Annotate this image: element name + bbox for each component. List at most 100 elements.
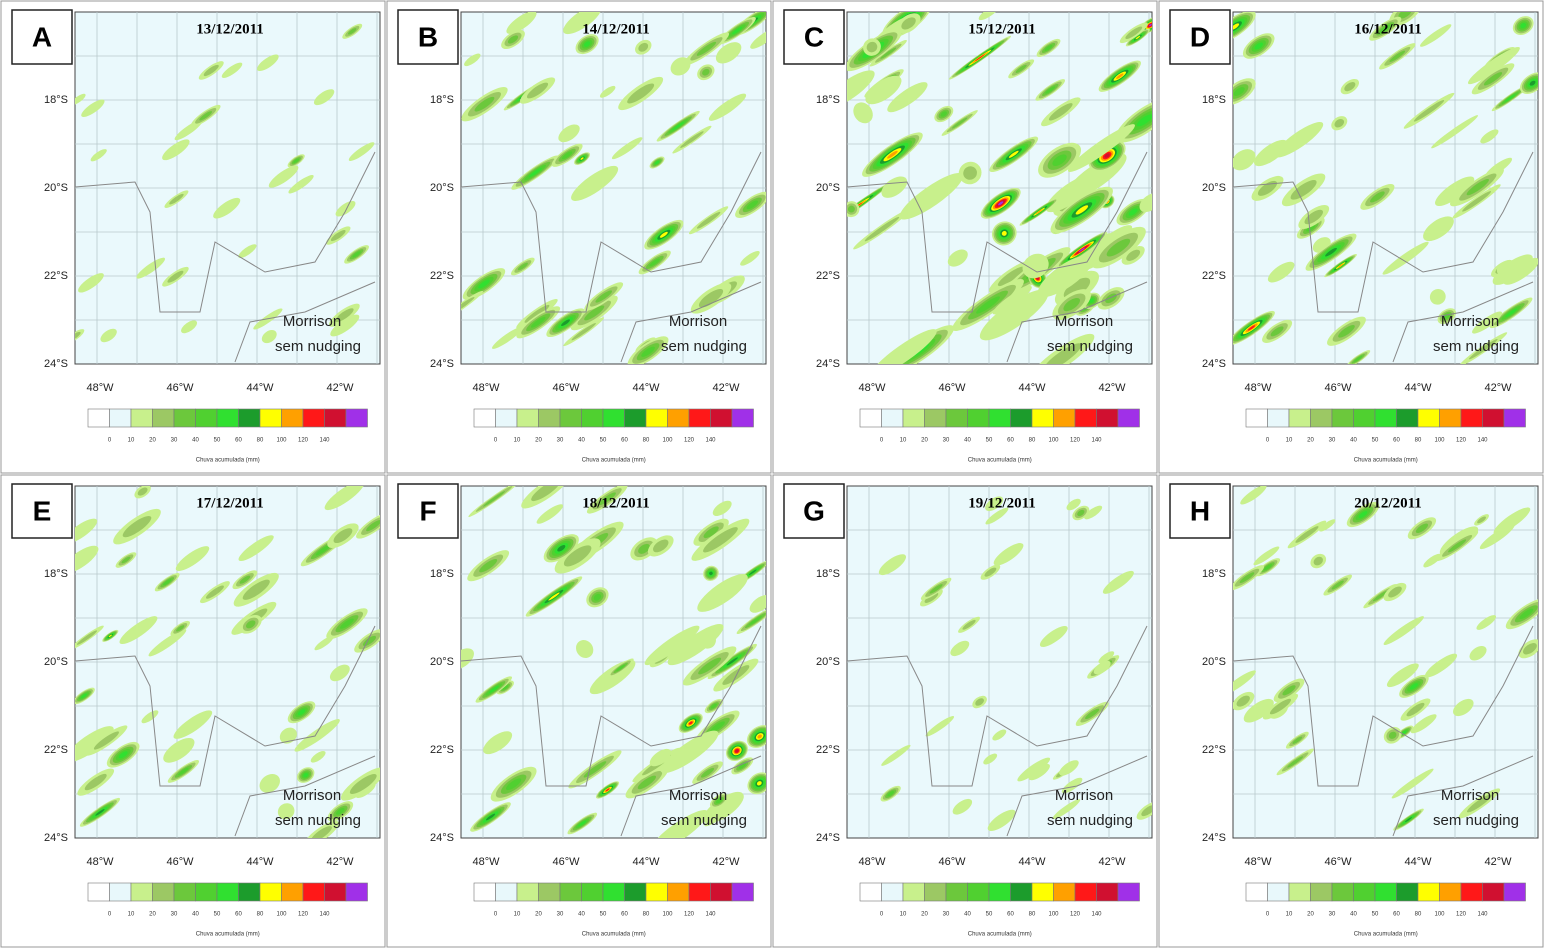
- colorbar-label: 140: [1091, 438, 1102, 444]
- latitude-label: 22°S: [1202, 270, 1226, 282]
- colorbar-swatch: [1483, 409, 1505, 427]
- colorbar-label: 10: [128, 912, 135, 918]
- colorbar-label: 100: [1434, 438, 1445, 444]
- colorbar-label: 20: [1307, 912, 1314, 918]
- colorbar-swatch: [346, 883, 368, 901]
- latitude-label: 22°S: [44, 270, 68, 282]
- colorbar-swatch: [603, 883, 625, 901]
- latitude-label: 20°S: [816, 656, 840, 668]
- colorbar-swatch: [989, 883, 1011, 901]
- colorbar-label: 60: [1393, 912, 1400, 918]
- latitude-label: 18°S: [816, 94, 840, 106]
- latitude-label: 24°S: [430, 832, 454, 844]
- colorbar-swatch: [282, 409, 304, 427]
- model-label: sem nudging: [1047, 812, 1133, 829]
- colorbar-label: 140: [319, 438, 330, 444]
- panel-letter: H: [1190, 495, 1210, 526]
- colorbar-label: 80: [1029, 438, 1036, 444]
- colorbar-swatch: [196, 409, 218, 427]
- colorbar-label: 40: [1350, 438, 1357, 444]
- colorbar-label: 40: [192, 912, 199, 918]
- latitude-label: 18°S: [1202, 568, 1226, 580]
- colorbar-swatch: [860, 883, 882, 901]
- colorbar-label: 40: [578, 912, 585, 918]
- colorbar-swatch: [689, 883, 711, 901]
- colorbar-swatch: [88, 409, 110, 427]
- colorbar-swatch: [1461, 883, 1483, 901]
- colorbar-swatch: [989, 409, 1011, 427]
- longitude-label: 46°W: [938, 382, 966, 394]
- panel: A13/12/201118°S20°S22°S24°S48°W46°W44°W4…: [1, 1, 385, 473]
- model-label: Morrison: [1055, 313, 1113, 330]
- panel-date: 19/12/2011: [968, 495, 1036, 511]
- colorbar-label: 30: [557, 438, 564, 444]
- latitude-label: 24°S: [816, 358, 840, 370]
- colorbar-title: Chuva acumulada (mm): [1354, 458, 1418, 464]
- panel-letter: E: [33, 495, 52, 526]
- longitude-label: 48°W: [86, 856, 114, 868]
- colorbar-swatch: [1246, 883, 1268, 901]
- colorbar-label: 140: [1477, 438, 1488, 444]
- colorbar-swatch: [239, 409, 261, 427]
- panel-letter: B: [418, 21, 438, 52]
- colorbar-title: Chuva acumulada (mm): [968, 458, 1032, 464]
- colorbar-label: 100: [1434, 912, 1445, 918]
- colorbar-label: 20: [149, 912, 156, 918]
- colorbar-label: 10: [514, 438, 521, 444]
- colorbar-swatch: [882, 883, 904, 901]
- colorbar-label: 50: [1372, 912, 1379, 918]
- colorbar-swatch: [131, 883, 153, 901]
- longitude-label: 48°W: [472, 856, 500, 868]
- latitude-label: 22°S: [430, 270, 454, 282]
- colorbar-swatch: [560, 883, 582, 901]
- colorbar-label: 30: [557, 912, 564, 918]
- colorbar-label: 40: [964, 912, 971, 918]
- colorbar-swatch: [1075, 883, 1097, 901]
- panel-letter: A: [32, 21, 52, 52]
- longitude-label: 44°W: [246, 856, 274, 868]
- colorbar-swatch: [539, 409, 561, 427]
- colorbar-swatch: [260, 409, 282, 427]
- longitude-label: 48°W: [1244, 856, 1272, 868]
- latitude-label: 20°S: [44, 182, 68, 194]
- longitude-label: 42°W: [1484, 382, 1512, 394]
- colorbar-label: 140: [1091, 912, 1102, 918]
- longitude-label: 46°W: [552, 856, 580, 868]
- colorbar-swatch: [668, 409, 690, 427]
- colorbar-swatch: [882, 409, 904, 427]
- colorbar-swatch: [625, 883, 647, 901]
- colorbar-label: 0: [880, 438, 884, 444]
- colorbar-swatch: [153, 409, 175, 427]
- colorbar-swatch: [1032, 883, 1054, 901]
- colorbar-label: 0: [880, 912, 884, 918]
- longitude-label: 42°W: [1098, 856, 1126, 868]
- colorbar-swatch: [582, 409, 604, 427]
- colorbar-label: 10: [1286, 438, 1293, 444]
- colorbar-label: 40: [578, 438, 585, 444]
- colorbar-swatch: [282, 883, 304, 901]
- colorbar-title: Chuva acumulada (mm): [582, 458, 646, 464]
- colorbar-swatch: [1418, 883, 1440, 901]
- colorbar-swatch: [646, 883, 668, 901]
- colorbar-label: 120: [684, 912, 695, 918]
- model-label: Morrison: [1441, 313, 1499, 330]
- colorbar-label: 0: [494, 912, 498, 918]
- colorbar-label: 10: [1286, 912, 1293, 918]
- colorbar-swatch: [1354, 883, 1376, 901]
- colorbar-label: 0: [1266, 912, 1270, 918]
- colorbar-label: 20: [1307, 438, 1314, 444]
- colorbar-label: 40: [192, 438, 199, 444]
- latitude-label: 20°S: [1202, 182, 1226, 194]
- colorbar-swatch: [925, 409, 947, 427]
- colorbar-label: 20: [921, 438, 928, 444]
- colorbar-swatch: [539, 883, 561, 901]
- colorbar-swatch: [689, 409, 711, 427]
- colorbar-swatch: [560, 409, 582, 427]
- model-label: sem nudging: [661, 338, 747, 355]
- colorbar-swatch: [1011, 883, 1033, 901]
- colorbar-swatch: [325, 883, 347, 901]
- colorbar-label: 140: [1477, 912, 1488, 918]
- colorbar-swatch: [711, 409, 733, 427]
- panel-date: 16/12/2011: [1354, 21, 1422, 37]
- panel-letter: G: [803, 495, 825, 526]
